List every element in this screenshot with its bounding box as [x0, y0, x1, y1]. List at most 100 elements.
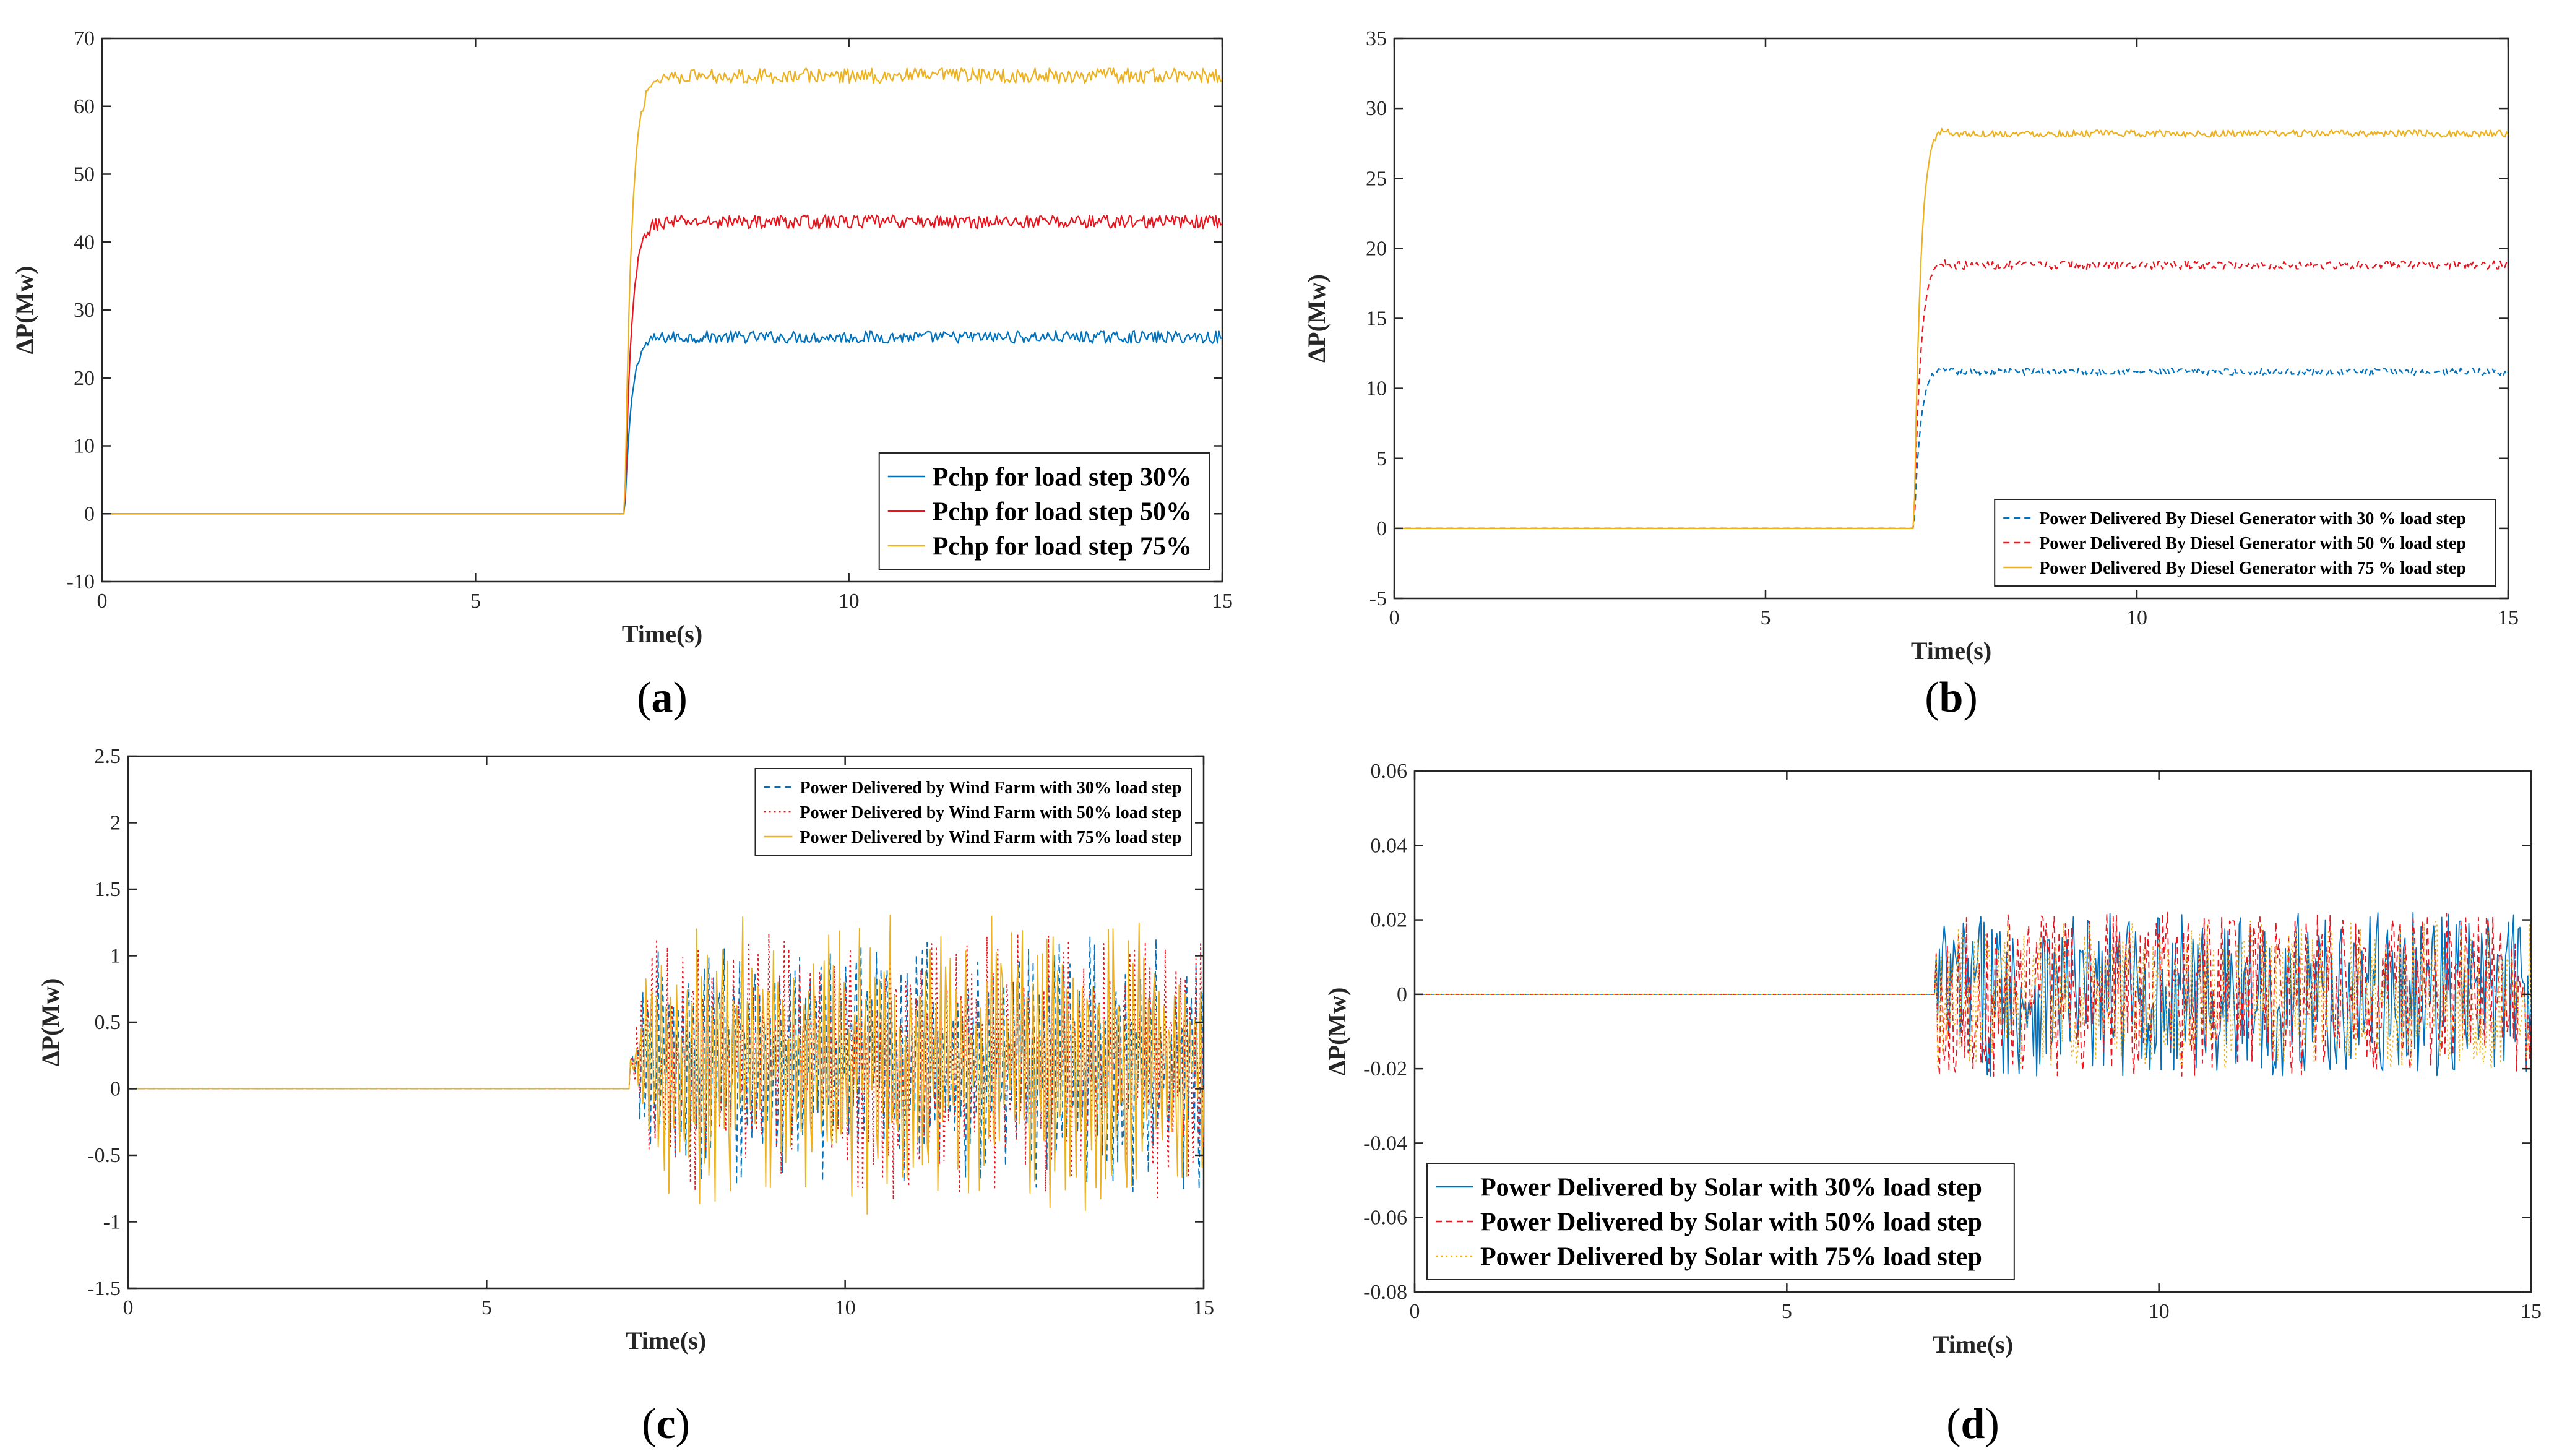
y-tick-label: -0.06 [1363, 1207, 1407, 1230]
legend: Power Delivered by Solar with 30% load s… [1426, 1163, 2015, 1280]
legend: Power Delivered By Diesel Generator with… [1994, 499, 2496, 587]
x-tick-label: 15 [2498, 606, 2519, 629]
y-tick-label: -0.08 [1363, 1281, 1407, 1304]
y-tick-label: 25 [1366, 167, 1387, 190]
x-axis-label: Time(s) [1933, 1330, 2013, 1358]
y-axis-label: ΔP(Mw) [1303, 274, 1331, 363]
y-tick-label: 30 [1366, 97, 1387, 120]
y-tick-label: 70 [74, 27, 95, 50]
chart-panel-b: 0 5 10 15 -5 0 5 10 15 20 25 30 35 Time(s) ΔP(Mw) (b) Po… [1281, 0, 2562, 730]
x-tick-label: 5 [481, 1296, 492, 1319]
x-tick-label: 10 [835, 1296, 856, 1319]
chart-svg: 0 5 10 15 -1.5 -1 -0.5 0 0.5 1 1.5 2 2.5 Time(s) ΔP(Mw… [37, 745, 1214, 1448]
x-tick-label: 10 [839, 590, 860, 613]
x-axis-label: Time(s) [622, 620, 702, 648]
series-line-3 [1394, 127, 2508, 530]
series-line-1 [1394, 366, 2508, 530]
x-tick-label: 5 [1782, 1300, 1792, 1323]
chart-panel-c: 0 5 10 15 -1.5 -1 -0.5 0 0.5 1 1.5 2 2.5 Time(s) ΔP(Mw… [0, 726, 1281, 1456]
legend-entry: Power Delivered by Wind Farm with 50% lo… [800, 803, 1181, 822]
y-tick-label: 40 [74, 231, 95, 254]
series-group [1415, 911, 2531, 1077]
legend-entry: Power Delivered by Wind Farm with 75% lo… [800, 828, 1181, 847]
y-tick-label: 1 [110, 945, 121, 968]
y-axis-label: ΔP(Mw) [11, 266, 38, 355]
x-tick-label: 0 [1410, 1300, 1420, 1323]
y-tick-label: 10 [74, 435, 95, 458]
y-tick-label: -5 [1369, 587, 1387, 610]
y-tick-label: 10 [1366, 377, 1387, 400]
x-tick-label: 0 [123, 1296, 134, 1319]
y-tick-label: 0 [110, 1078, 121, 1101]
y-tick-label: -0.02 [1363, 1058, 1407, 1080]
y-tick-label: -1 [103, 1211, 121, 1234]
y-tick-label: 0 [1376, 517, 1387, 540]
series-group [102, 67, 1222, 515]
legend-entry: Power Delivered By Diesel Generator with… [2039, 509, 2466, 528]
legend-entry: Pchp for load step 75% [933, 533, 1192, 561]
chart-panel-a: 0 5 10 15 -10 0 10 20 30 40 50 60 70 Time(s) ΔP(Mw) (a)… [0, 0, 1281, 730]
x-tick-label: 15 [2521, 1300, 2542, 1323]
panel-caption: (d) [1946, 1400, 1999, 1448]
chart-panel-d: 0 5 10 15 -0.08 -0.06 -0.04 -0.02 0 0.02 0.04 0.06 T… [1281, 726, 2562, 1456]
series-group [1394, 127, 2508, 530]
series-line-2 [1394, 259, 2508, 530]
y-tick-label: 0 [1397, 983, 1407, 1006]
y-tick-label: 50 [74, 163, 95, 186]
x-tick-label: 10 [2149, 1300, 2170, 1323]
y-tick-label: 0.06 [1371, 760, 1408, 783]
series-line-3 [128, 915, 1204, 1215]
y-tick-label: 2 [110, 812, 121, 835]
x-axis-label: Time(s) [626, 1327, 706, 1355]
y-tick-label: 20 [1366, 237, 1387, 260]
y-tick-label: 0 [84, 502, 95, 525]
y-axis-label: ΔP(Mw) [37, 978, 64, 1067]
x-tick-label: 15 [1212, 590, 1233, 613]
legend-entry: Power Delivered by Solar with 50% load s… [1480, 1208, 1982, 1237]
y-tick-label: -0.04 [1363, 1132, 1407, 1155]
legend-entry: Power Delivered by Wind Farm with 30% lo… [800, 778, 1181, 798]
y-tick-label: 20 [74, 367, 95, 390]
legend-entry: Power Delivered by Solar with 30% load s… [1480, 1174, 1982, 1202]
plot-frame [1413, 770, 2532, 1293]
y-tick-label: 30 [74, 299, 95, 322]
legend-entry: Power Delivered By Diesel Generator with… [2039, 559, 2466, 578]
y-tick-label: 2.5 [95, 745, 121, 768]
y-axis-label: ΔP(Mw) [1323, 988, 1351, 1076]
y-tick-label: -10 [67, 571, 95, 593]
chart-svg: 0 5 10 15-505101520253035Time(s)ΔP(Mw)(b)Po… [1303, 27, 2519, 722]
chart-svg: 0 5 10 15-10010203040506070Time(s)ΔP(Mw)(a)… [11, 27, 1233, 722]
panel-caption: (a) [637, 674, 688, 722]
x-tick-label: 5 [470, 590, 481, 613]
legend-entry: Pchp for load step 30% [933, 463, 1192, 492]
y-tick-label: 0.02 [1371, 909, 1408, 932]
y-tick-label: 1.5 [95, 878, 121, 901]
chart-svg: 0 5 10 15 -0.08 -0.06 -0.04 -0.02 0 0.02 0.04 0.06 T… [1323, 760, 2542, 1448]
legend-entry: Power Delivered By Diesel Generator with… [2039, 534, 2466, 553]
series-line-1 [1415, 911, 2531, 1077]
x-axis-label: Time(s) [1911, 637, 1991, 665]
series-line-3 [1415, 920, 2531, 1069]
x-tick-label: 15 [1193, 1296, 1214, 1319]
y-tick-label: 60 [74, 95, 95, 118]
panel-caption: (b) [1925, 674, 1978, 722]
x-tick-label: 0 [1389, 606, 1400, 629]
y-tick-label: 0.5 [95, 1011, 121, 1034]
y-tick-label: 5 [1376, 447, 1387, 470]
legend-entry: Power Delivered by Solar with 75% load s… [1480, 1243, 1982, 1272]
series-line-3 [102, 67, 1222, 515]
panel-caption: (c) [642, 1400, 690, 1448]
x-tick-label: 5 [1761, 606, 1771, 629]
x-tick-label: 0 [97, 590, 108, 613]
y-tick-label: 15 [1366, 308, 1387, 330]
y-tick-label: -1.5 [87, 1277, 121, 1300]
legend-entry: Pchp for load step 50% [933, 498, 1192, 527]
y-tick-label: 35 [1366, 27, 1387, 50]
series-group [128, 915, 1204, 1215]
y-tick-label: -0.5 [87, 1144, 121, 1167]
x-tick-label: 10 [2126, 606, 2147, 629]
legend: Power Delivered by Wind Farm with 30% lo… [754, 768, 1192, 856]
y-tick-label: 0.04 [1371, 834, 1408, 857]
legend: Pchp for load step 30% Pchp for load step… [878, 452, 1210, 570]
series-line-2 [1415, 911, 2531, 1077]
